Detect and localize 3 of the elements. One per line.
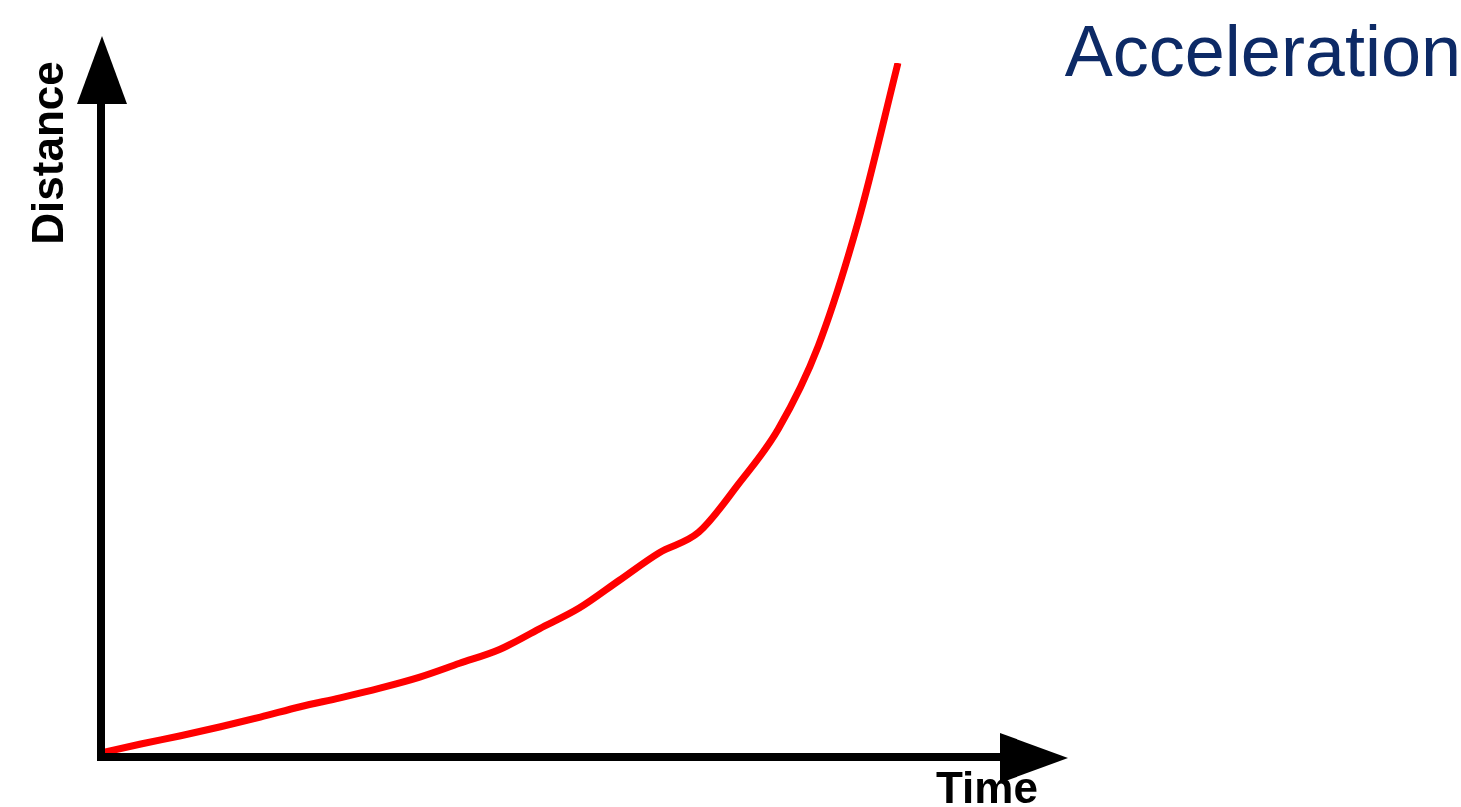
y-axis-title: Distance xyxy=(23,61,73,245)
text: Acceleration xyxy=(1064,10,1461,92)
x-axis-title: Time xyxy=(936,763,1038,807)
